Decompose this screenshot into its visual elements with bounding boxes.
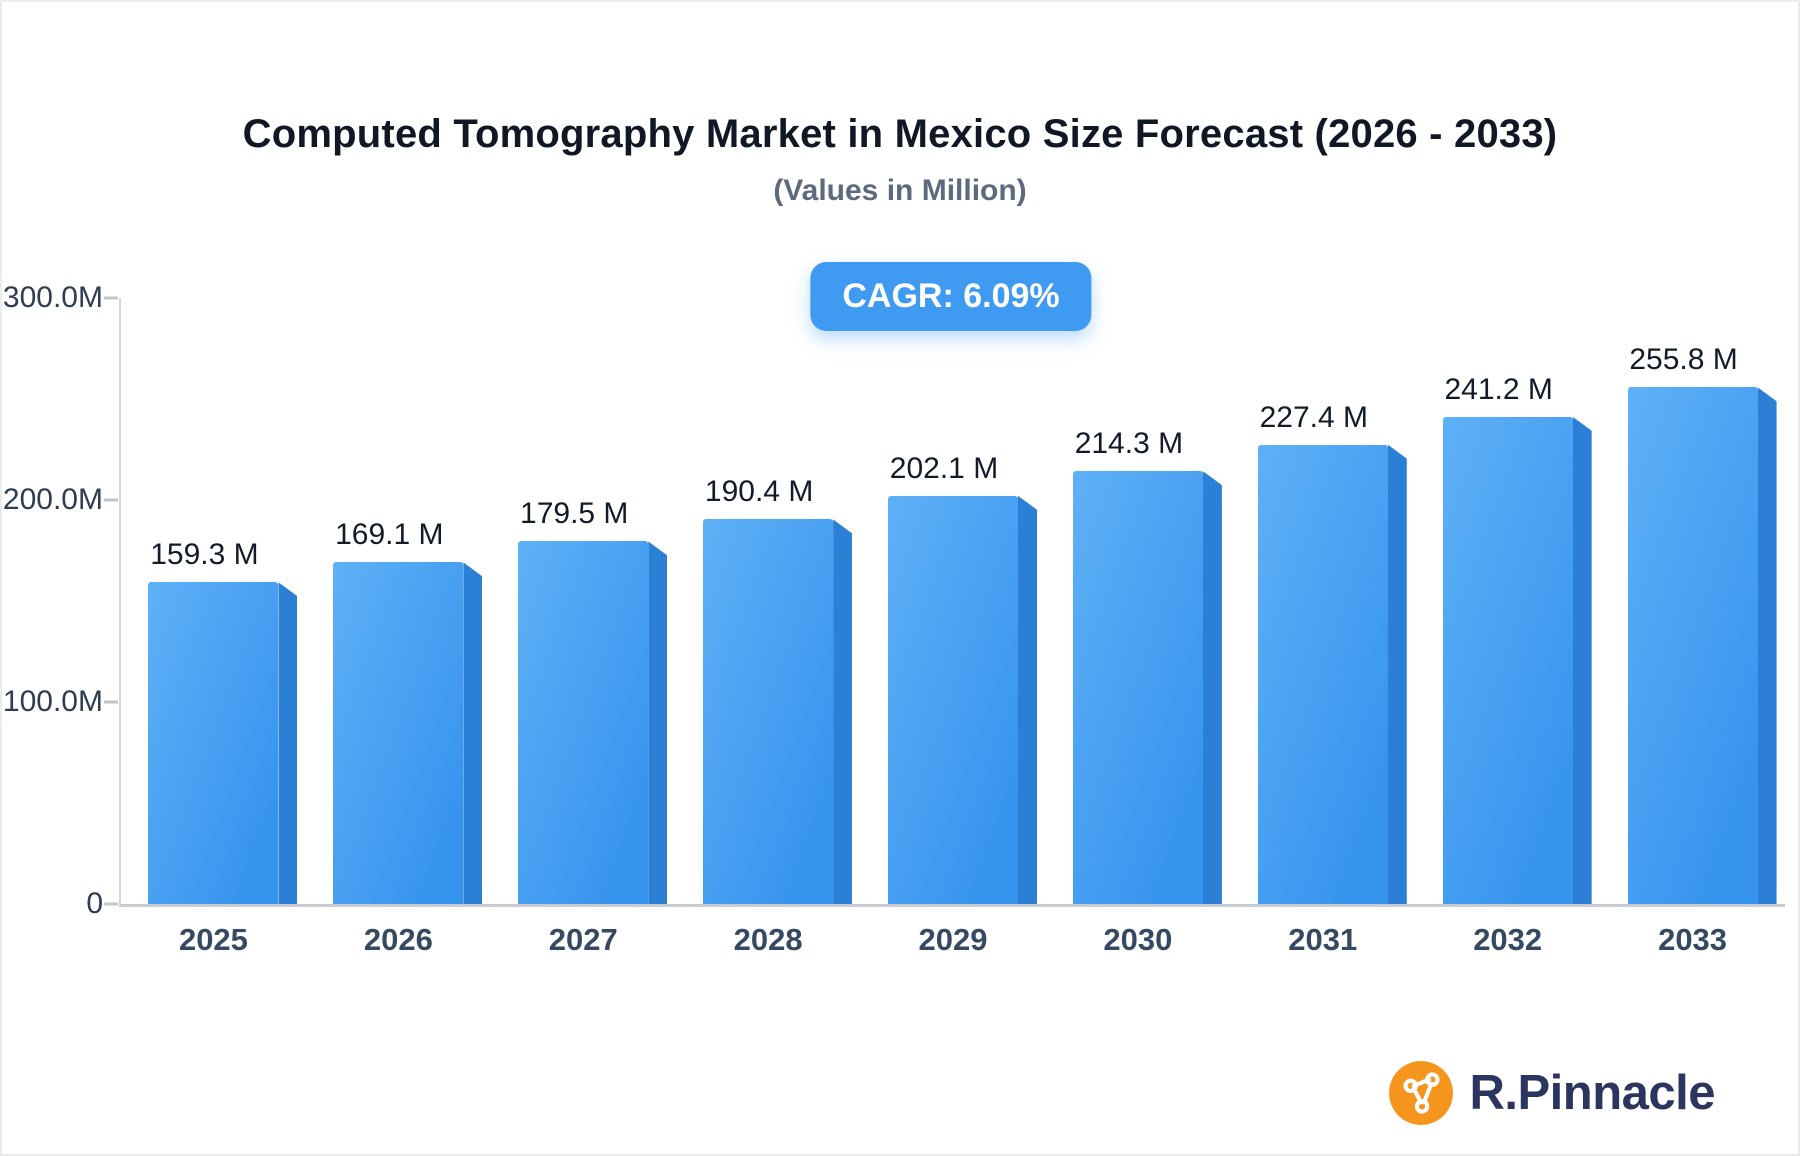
x-axis-category-label: 2028 xyxy=(733,922,803,957)
bar-slot: 241.2 M 2032 xyxy=(1415,298,1600,957)
bar-value-label: 169.1 M xyxy=(335,518,444,552)
y-axis-tick-label: 100.0M xyxy=(2,685,103,718)
x-axis-category-label: 2029 xyxy=(918,922,988,957)
bar xyxy=(888,495,1018,904)
x-axis-category-label: 2027 xyxy=(548,922,618,957)
x-axis-category-label: 2033 xyxy=(1658,922,1728,957)
bar-slot: 179.5 M 2027 xyxy=(491,298,676,957)
chart-subtitle: (Values in Million) xyxy=(773,174,1027,207)
bar-value-label: 255.8 M xyxy=(1629,343,1738,377)
y-axis-tick-mark xyxy=(104,296,118,300)
bar xyxy=(1627,387,1758,904)
bar-value-label: 241.2 M xyxy=(1444,372,1553,406)
x-axis-category-label: 2032 xyxy=(1473,922,1543,957)
bar-slot: 159.3 M 2025 xyxy=(121,298,306,957)
brand-logo: R.Pinnacle xyxy=(1388,1060,1715,1126)
y-axis-tick-label: 300.0M xyxy=(2,281,103,314)
bar xyxy=(333,562,464,904)
bar-value-label: 190.4 M xyxy=(704,475,814,509)
y-axis-tick-label: 200.0M xyxy=(2,483,103,516)
x-axis-category-label: 2031 xyxy=(1288,922,1358,957)
brand-name: R.Pinnacle xyxy=(1469,1066,1715,1120)
bar xyxy=(148,582,279,904)
bar xyxy=(1442,416,1573,904)
bar-slot: 255.8 M 2033 xyxy=(1600,298,1785,957)
bar-slot: 202.1 M 2029 xyxy=(861,298,1046,957)
y-axis-tick-label: 0 xyxy=(86,887,103,920)
bar-value-label: 214.3 M xyxy=(1074,427,1184,461)
x-axis-category-label: 2026 xyxy=(363,922,433,957)
bar-value-label: 227.4 M xyxy=(1259,400,1368,434)
bar xyxy=(703,519,834,904)
y-axis-tick-mark xyxy=(104,902,118,906)
x-axis-category-label: 2025 xyxy=(178,922,248,957)
bar xyxy=(518,541,649,904)
bar-slot: 169.1 M 2026 xyxy=(306,298,491,957)
chart-title: Computed Tomography Market in Mexico Siz… xyxy=(242,112,1558,156)
bar-group: 159.3 M 2025 169.1 M 2026 179.5 M 2027 190.4 M… xyxy=(121,298,1785,957)
bar xyxy=(1072,471,1203,904)
bar-value-label: 179.5 M xyxy=(520,497,629,531)
bar xyxy=(1257,444,1388,904)
bar-value-label: 202.1 M xyxy=(889,451,999,485)
y-axis-tick-mark xyxy=(104,498,118,502)
rpinnacle-network-icon xyxy=(1388,1060,1454,1126)
bar-value-label: 159.3 M xyxy=(150,538,259,572)
cagr-badge: CAGR: 6.09% xyxy=(810,262,1092,331)
x-axis-category-label: 2030 xyxy=(1103,922,1173,957)
bar-slot: 227.4 M 2031 xyxy=(1230,298,1415,957)
bar-slot: 214.3 M 2030 xyxy=(1045,298,1230,957)
bar-slot: 190.4 M 2028 xyxy=(676,298,861,957)
plot-area: 300.0M 200.0M 100.0M 0 159.3 M 2025 169.1 M 20… xyxy=(3,281,1785,957)
y-axis-tick-mark xyxy=(104,700,118,704)
